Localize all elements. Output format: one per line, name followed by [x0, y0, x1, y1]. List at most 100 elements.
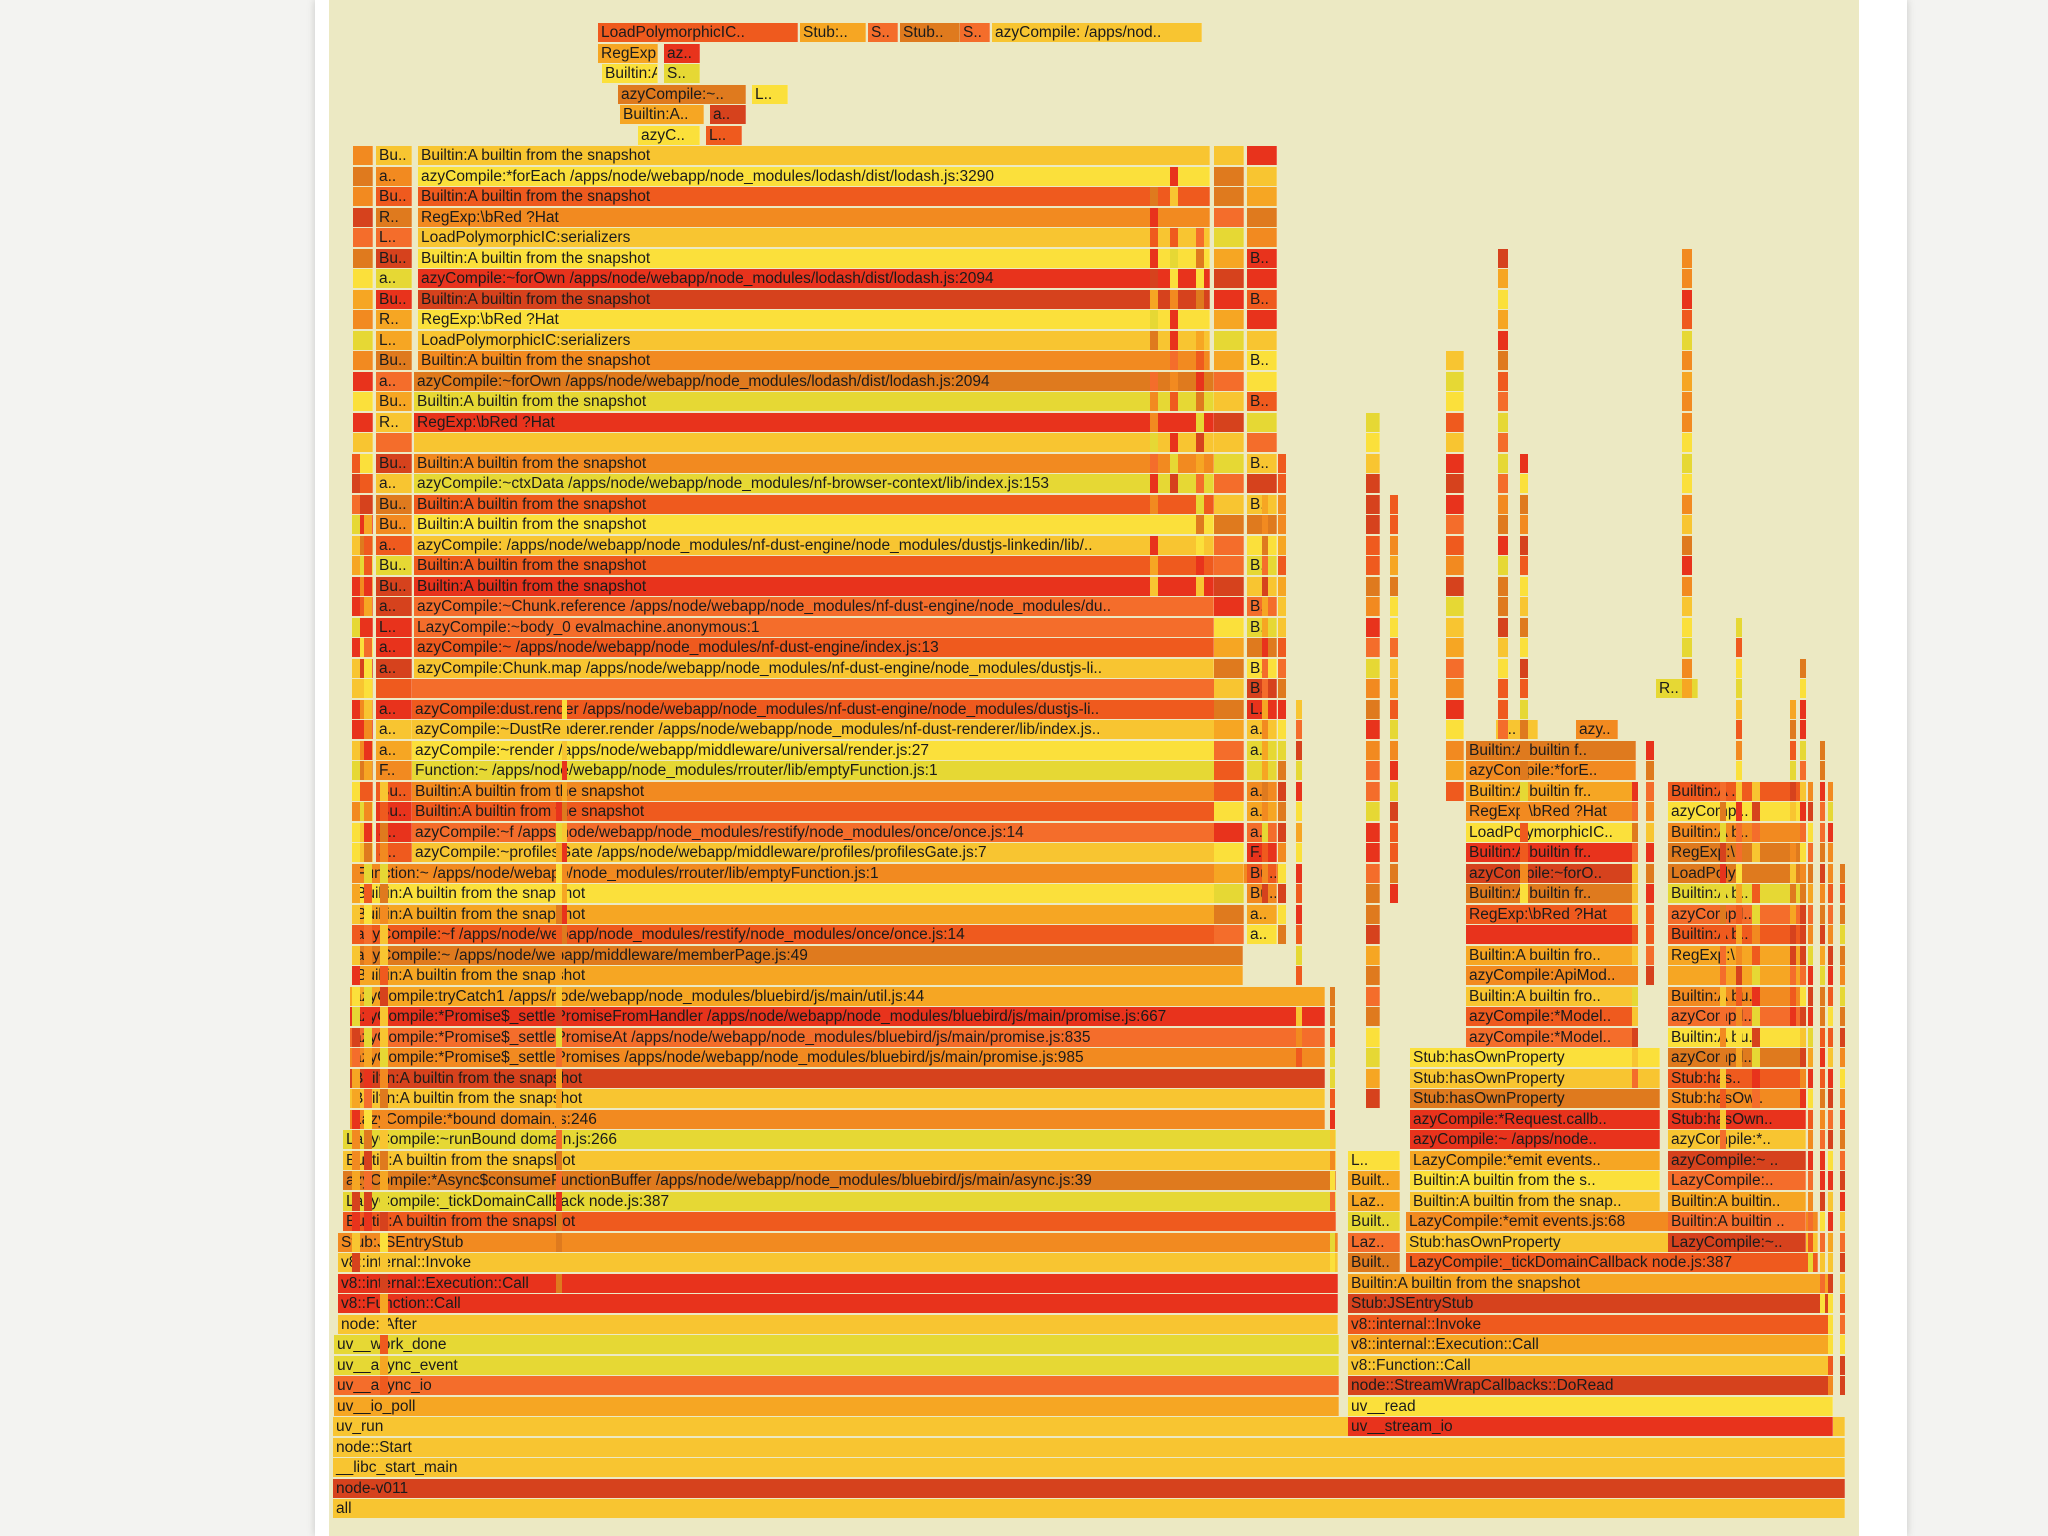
stack-frame[interactable]: [1446, 638, 1464, 657]
stack-frame[interactable]: azyCompile:*Model..: [1466, 1027, 1636, 1047]
stack-frame[interactable]: [352, 904, 360, 924]
stack-frame[interactable]: [1330, 1048, 1335, 1067]
stack-frame[interactable]: [1214, 453, 1244, 473]
stack-frame[interactable]: [1790, 720, 1796, 739]
stack-frame[interactable]: [1736, 1027, 1742, 1047]
stack-frame[interactable]: [1808, 843, 1813, 862]
stack-frame[interactable]: [1646, 761, 1654, 780]
stack-frame[interactable]: [1646, 802, 1654, 821]
stack-frame[interactable]: LoadPolymorphicIC:serializers: [418, 330, 1210, 350]
stack-frame[interactable]: [1736, 945, 1742, 965]
stack-frame[interactable]: [380, 1007, 388, 1026]
stack-frame[interactable]: Builtin:A builtin from the snapshot: [412, 781, 1242, 801]
stack-frame[interactable]: [1366, 884, 1380, 903]
stack-frame[interactable]: [1247, 330, 1277, 350]
stack-frame[interactable]: [1390, 638, 1398, 657]
stack-frame[interactable]: [1828, 843, 1833, 862]
stack-frame[interactable]: [1262, 638, 1268, 657]
stack-frame[interactable]: [1820, 1048, 1825, 1067]
stack-frame[interactable]: [1800, 966, 1806, 985]
stack-frame[interactable]: [1150, 269, 1158, 288]
stack-frame[interactable]: [1808, 1191, 1813, 1211]
stack-frame[interactable]: [1840, 1232, 1845, 1252]
stack-frame[interactable]: [1278, 925, 1286, 944]
stack-frame[interactable]: [352, 1068, 360, 1088]
stack-frame[interactable]: [1646, 863, 1654, 883]
stack-frame[interactable]: [1390, 802, 1398, 821]
stack-frame[interactable]: [1520, 720, 1528, 739]
stack-frame[interactable]: [1196, 576, 1204, 596]
stack-frame[interactable]: [1366, 679, 1380, 698]
stack-frame[interactable]: LoadPolymorphicIC..: [1466, 822, 1636, 842]
stack-frame[interactable]: S..: [960, 23, 990, 42]
stack-frame[interactable]: [352, 535, 360, 555]
stack-frame[interactable]: Builtin:A builtin from the snapshot: [414, 494, 1214, 514]
stack-frame[interactable]: [1366, 412, 1380, 432]
stack-frame[interactable]: [1800, 904, 1806, 924]
stack-frame[interactable]: azyCompile:*Promise$_settlePromises /app…: [350, 1048, 1325, 1067]
stack-frame[interactable]: [1150, 494, 1158, 514]
stack-frame[interactable]: [1214, 166, 1244, 186]
stack-frame[interactable]: [1196, 351, 1204, 370]
stack-frame[interactable]: [1800, 986, 1806, 1006]
stack-frame[interactable]: [1214, 802, 1244, 821]
stack-frame[interactable]: Builtin:A builtin from the snapshot: [353, 884, 1243, 903]
stack-frame[interactable]: [1278, 740, 1286, 760]
stack-frame[interactable]: [1632, 1089, 1638, 1108]
stack-frame[interactable]: [1632, 986, 1638, 1006]
stack-frame[interactable]: [1214, 658, 1244, 678]
stack-frame[interactable]: Function:~ /apps/node/webapp/node_module…: [353, 863, 1283, 883]
stack-frame[interactable]: [352, 576, 360, 596]
stack-frame[interactable]: [1752, 1027, 1760, 1047]
stack-frame[interactable]: RegExp:\bRed ?Hat: [598, 43, 658, 63]
stack-frame[interactable]: [1632, 822, 1638, 842]
stack-frame[interactable]: Builtin:A builtin from the snapshot: [1348, 1273, 1833, 1293]
stack-frame[interactable]: [1214, 310, 1244, 329]
stack-frame[interactable]: [1828, 1007, 1833, 1026]
stack-frame[interactable]: [352, 1253, 360, 1272]
stack-frame[interactable]: [556, 966, 562, 985]
stack-frame[interactable]: [1498, 720, 1508, 739]
stack-frame[interactable]: [1720, 925, 1726, 944]
stack-frame[interactable]: [1214, 720, 1244, 739]
stack-frame[interactable]: [364, 556, 372, 575]
stack-frame[interactable]: [1150, 248, 1158, 268]
stack-frame[interactable]: [1150, 330, 1158, 350]
stack-frame[interactable]: [1214, 351, 1244, 370]
stack-frame[interactable]: [1808, 1089, 1813, 1108]
stack-frame[interactable]: [1262, 617, 1268, 637]
stack-frame[interactable]: [1800, 884, 1806, 903]
stack-frame[interactable]: L..: [752, 84, 788, 104]
stack-frame[interactable]: [1214, 904, 1244, 924]
stack-frame[interactable]: [1840, 966, 1845, 985]
stack-frame[interactable]: [380, 1212, 388, 1231]
stack-frame[interactable]: [352, 638, 360, 657]
stack-frame[interactable]: [364, 1212, 372, 1231]
stack-frame[interactable]: [352, 1212, 360, 1231]
stack-frame[interactable]: [1296, 925, 1302, 944]
stack-frame[interactable]: Function:~ /apps/node/webapp/node_module…: [412, 761, 1242, 780]
stack-frame[interactable]: [364, 658, 372, 678]
stack-frame[interactable]: [1214, 392, 1244, 411]
stack-frame[interactable]: [1720, 781, 1726, 801]
stack-frame[interactable]: [1390, 576, 1398, 596]
stack-frame[interactable]: [1520, 802, 1528, 821]
stack-frame[interactable]: [1632, 1007, 1638, 1026]
stack-frame[interactable]: azyCompile:~forO..: [1466, 863, 1636, 883]
stack-frame[interactable]: Builtin:A builtin from the snapshot: [353, 904, 1243, 924]
stack-frame[interactable]: [556, 863, 562, 883]
stack-frame[interactable]: azyCompile: /apps/nod..: [992, 23, 1202, 42]
stack-frame[interactable]: [364, 720, 372, 739]
stack-frame[interactable]: [1820, 884, 1825, 903]
stack-frame[interactable]: [352, 1171, 360, 1190]
stack-frame[interactable]: [1800, 925, 1806, 944]
stack-frame[interactable]: [1790, 1007, 1796, 1026]
stack-frame[interactable]: azyCompile:~ /apps/node..: [1410, 1130, 1660, 1149]
stack-frame[interactable]: [364, 1171, 372, 1190]
stack-frame[interactable]: [1682, 494, 1692, 514]
stack-frame[interactable]: [1840, 863, 1845, 883]
stack-frame[interactable]: [1390, 843, 1398, 862]
stack-frame[interactable]: L..: [706, 125, 742, 145]
stack-frame[interactable]: B..: [1247, 453, 1277, 473]
stack-frame[interactable]: [1820, 843, 1825, 862]
